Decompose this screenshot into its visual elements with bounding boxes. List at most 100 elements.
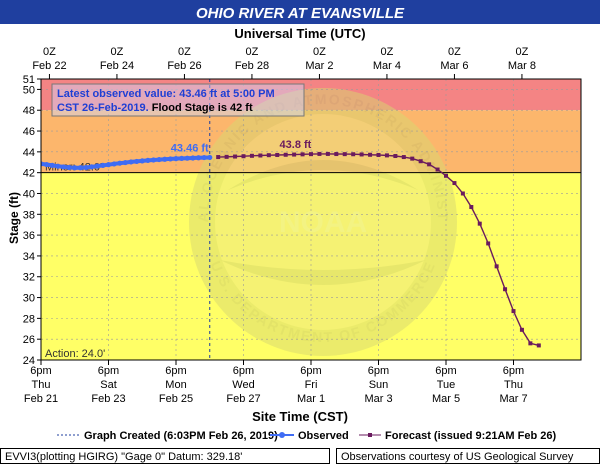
- top-tick-date: Feb 26: [167, 60, 201, 72]
- forecast-point: [376, 152, 381, 157]
- observed-point: [72, 165, 78, 171]
- latest-observed-line1: Latest observed value: 43.46 ft at 5:00 …: [57, 88, 275, 100]
- y-tick-label: 46: [23, 126, 35, 138]
- forecast-point: [359, 152, 364, 157]
- forecast-point: [275, 152, 280, 157]
- observed-point: [100, 162, 106, 168]
- observed-point: [77, 165, 83, 171]
- latest-observed-box: [51, 83, 305, 117]
- forecast-point: [368, 152, 373, 157]
- observed-point: [173, 156, 179, 162]
- forecast-point: [511, 309, 516, 314]
- forecast-point: [444, 173, 448, 178]
- bottom-tick-time: 6pm: [98, 365, 119, 377]
- action-stage-label: Action: 24.0': [45, 348, 105, 360]
- top-tick-label: 0Z: [111, 46, 124, 58]
- bottom-tick-day: Thu: [32, 379, 51, 391]
- top-tick-date: Mar 2: [305, 60, 333, 72]
- bottom-tick-time: 6pm: [233, 365, 254, 377]
- forecast-point: [266, 153, 271, 158]
- forecast-point: [494, 264, 499, 269]
- bottom-tick-time: 6pm: [368, 365, 389, 377]
- forecast-point: [410, 156, 415, 161]
- observed-peak-label: 43.46 ft: [171, 142, 209, 154]
- watermark-bird-wing: [228, 160, 418, 190]
- forecast-point: [216, 155, 221, 160]
- watermark-wave: [220, 260, 426, 285]
- forecast-point: [292, 152, 297, 157]
- footer-credit: Observations courtesy of US Geological S…: [336, 448, 600, 464]
- forecast-peak-label: 43.8 ft: [280, 139, 312, 151]
- forecast-point: [342, 152, 347, 157]
- bottom-tick-day: Wed: [232, 379, 254, 391]
- y-tick-label: 42: [23, 168, 35, 180]
- observed-point: [207, 154, 213, 161]
- axis-ticks: [37, 74, 523, 365]
- bottom-tick-day: Mon: [165, 379, 186, 391]
- bottom-tick-date: Mar 5: [432, 393, 460, 405]
- observed-point: [60, 164, 67, 170]
- legend-graph-created-label: Graph Created (6:03PM Feb 26, 2019): [84, 430, 278, 442]
- top-axis-label: Universal Time (UTC): [234, 26, 365, 41]
- observed-point: [195, 155, 202, 161]
- forecast-point: [460, 191, 465, 196]
- observed-point: [111, 161, 117, 167]
- top-tick-label: 0Z: [178, 46, 191, 58]
- observed-point: [145, 157, 151, 163]
- forecast-point: [486, 241, 491, 246]
- observed-point: [128, 159, 134, 165]
- forecast-point: [233, 154, 238, 159]
- bottom-tick-date: Feb 27: [226, 393, 260, 405]
- top-tick-date: Feb 22: [32, 60, 66, 72]
- latest-observed-line2: CST 26-Feb-2019. Flood Stage is 42 ft: [57, 102, 253, 114]
- forecast-point: [503, 287, 508, 292]
- forecast-point: [241, 154, 246, 159]
- observed-point: [162, 156, 168, 162]
- y-tick-label: 38: [23, 209, 35, 221]
- forecast-point: [325, 151, 330, 156]
- observed-point: [41, 161, 44, 167]
- forecast-point: [528, 341, 533, 346]
- bottom-tick-date: Feb 25: [159, 393, 193, 405]
- legend: Graph Created (6:03PM Feb 26, 2019) Obse…: [57, 430, 557, 442]
- y-tick-label: 24: [23, 355, 35, 367]
- y-tick-label: 44: [23, 147, 35, 159]
- forecast-point: [309, 152, 313, 157]
- grid-lines: Minor: 42.0'Action: 24.0': [40, 79, 581, 360]
- y-tick-label: 32: [23, 272, 35, 284]
- title-bar: [0, 0, 600, 24]
- observed-point: [122, 159, 128, 166]
- bottom-tick-time: 6pm: [30, 365, 51, 377]
- forecast-point: [477, 221, 482, 226]
- forecast-point: [384, 153, 389, 158]
- observed-point: [139, 158, 145, 164]
- forecast-point: [435, 167, 440, 172]
- forecast-point: [427, 162, 432, 167]
- forecast-point: [401, 155, 406, 160]
- bottom-tick-date: Mar 3: [364, 393, 392, 405]
- forecast-point: [351, 152, 356, 157]
- top-tick-date: Mar 6: [440, 60, 468, 72]
- x-axis-label: Site Time (CST): [252, 409, 348, 424]
- bottom-tick-time: 6pm: [300, 365, 321, 377]
- watermark-center-text: NOAA: [279, 206, 367, 239]
- observed-point: [66, 164, 72, 171]
- observed-point: [117, 160, 123, 166]
- top-tick-date: Feb 24: [100, 60, 134, 72]
- top-tick-label: 0Z: [246, 46, 259, 58]
- bottom-tick-time: 6pm: [503, 365, 524, 377]
- observed-point: [179, 155, 185, 162]
- top-tick-label: 0Z: [448, 46, 461, 58]
- bottom-tick-date: Feb 23: [91, 393, 125, 405]
- observed-point: [150, 157, 157, 163]
- y-tick-label: 28: [23, 313, 35, 325]
- top-tick-date: Mar 4: [373, 60, 401, 72]
- forecast-point: [536, 343, 541, 348]
- bottom-tick-day: Sat: [100, 379, 117, 391]
- forecast-point: [393, 154, 398, 159]
- data-series: 43.46 ft 43.8 ft: [41, 139, 541, 348]
- forecast-point: [469, 205, 474, 210]
- observed-point: [83, 164, 89, 171]
- bottom-tick-time: 6pm: [435, 365, 456, 377]
